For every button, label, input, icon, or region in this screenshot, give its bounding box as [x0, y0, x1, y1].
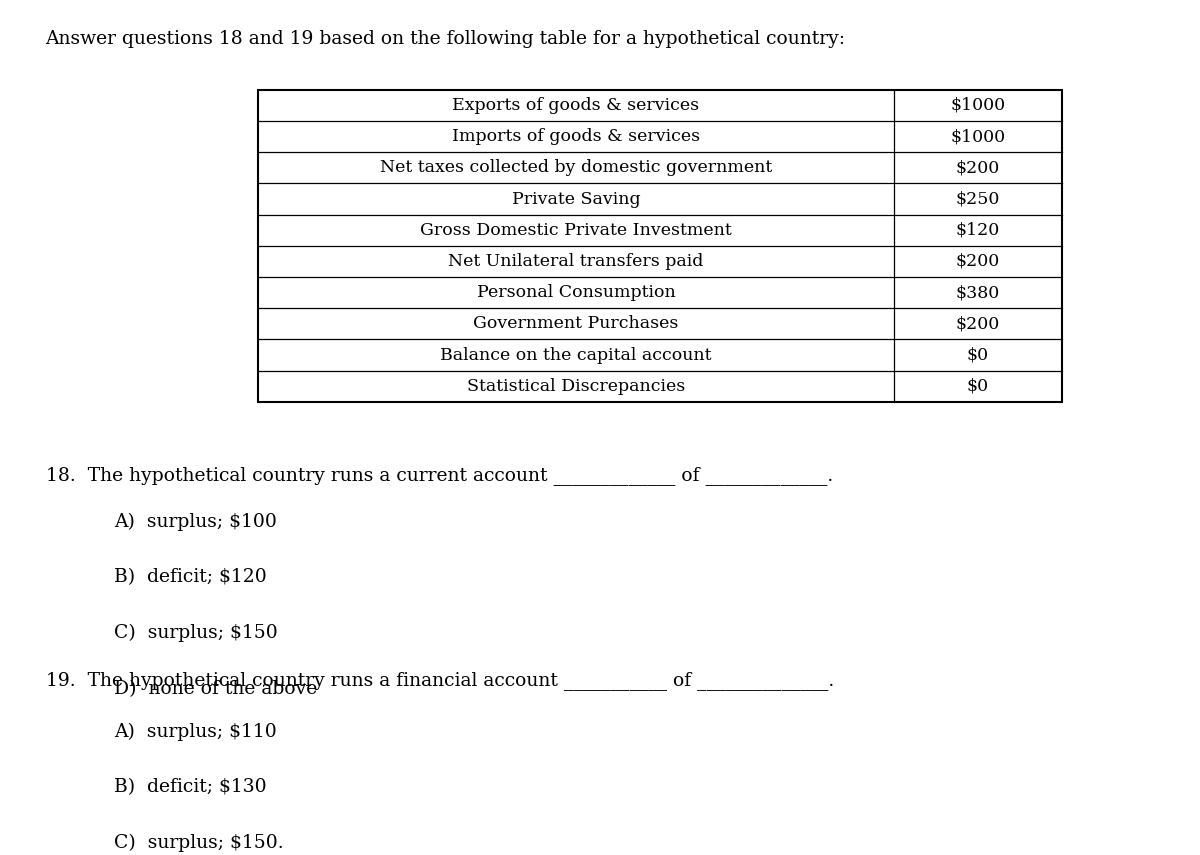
Text: 19.  The hypothetical country runs a financial account ___________ of __________: 19. The hypothetical country runs a fina… [46, 671, 834, 690]
Text: $250: $250 [956, 191, 1000, 208]
Text: $1000: $1000 [950, 128, 1006, 145]
Text: Personal Consumption: Personal Consumption [476, 284, 676, 301]
Text: Net Unilateral transfers paid: Net Unilateral transfers paid [449, 253, 703, 270]
Text: C)  surplus; $150: C) surplus; $150 [114, 624, 277, 642]
Text: A)  surplus; $100: A) surplus; $100 [114, 513, 277, 531]
Text: $200: $200 [956, 315, 1000, 333]
Text: Private Saving: Private Saving [511, 191, 641, 208]
Text: $200: $200 [956, 159, 1000, 176]
Text: B)  deficit; $130: B) deficit; $130 [114, 778, 266, 796]
Text: Gross Domestic Private Investment: Gross Domestic Private Investment [420, 221, 732, 239]
Text: Balance on the capital account: Balance on the capital account [440, 346, 712, 363]
Text: A)  surplus; $110: A) surplus; $110 [114, 722, 277, 740]
Text: Imports of goods & services: Imports of goods & services [452, 128, 700, 145]
Bar [258, 90, 1062, 402]
Text: $0: $0 [967, 346, 989, 363]
Text: B)  deficit; $120: B) deficit; $120 [114, 569, 266, 587]
Text: Net taxes collected by domestic government: Net taxes collected by domestic governme… [380, 159, 772, 176]
Text: $1000: $1000 [950, 97, 1006, 114]
Text: D)  none of the above: D) none of the above [114, 680, 317, 698]
Text: $200: $200 [956, 253, 1000, 270]
Text: Answer questions 18 and 19 based on the following table for a hypothetical count: Answer questions 18 and 19 based on the … [46, 30, 846, 48]
Text: Exports of goods & services: Exports of goods & services [452, 97, 700, 114]
Text: C)  surplus; $150.: C) surplus; $150. [114, 834, 283, 852]
Text: Government Purchases: Government Purchases [473, 315, 679, 333]
Text: $0: $0 [967, 378, 989, 395]
Text: 18.  The hypothetical country runs a current account _____________ of __________: 18. The hypothetical country runs a curr… [46, 466, 833, 485]
Text: $380: $380 [956, 284, 1000, 301]
Text: $120: $120 [956, 221, 1000, 239]
Text: Statistical Discrepancies: Statistical Discrepancies [467, 378, 685, 395]
